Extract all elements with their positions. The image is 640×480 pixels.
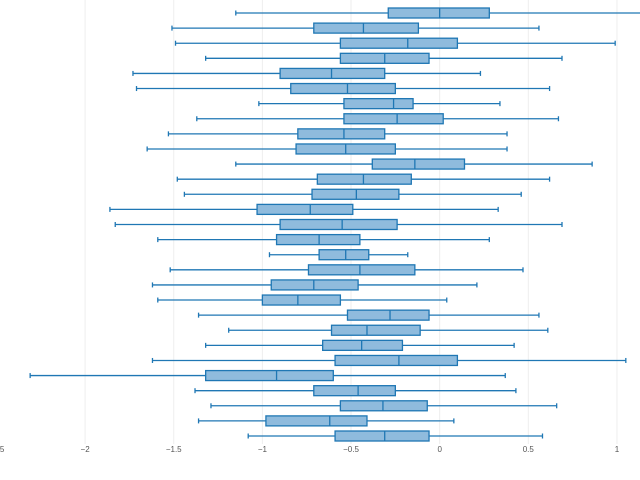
box	[330, 324, 421, 336]
box	[270, 279, 359, 291]
box	[307, 264, 416, 276]
box	[205, 369, 334, 382]
box	[334, 354, 459, 367]
box	[261, 294, 342, 306]
x-tick-label: −1.5	[166, 445, 182, 454]
x-tick-label: −2	[81, 445, 91, 454]
box	[343, 97, 414, 110]
x-tick-label: −2.5	[0, 445, 5, 454]
box	[313, 22, 420, 34]
x-tick-label: −0.5	[343, 445, 359, 454]
box	[275, 233, 361, 246]
box	[265, 415, 368, 427]
x-tick-label: −1	[258, 445, 268, 454]
x-tick-label: 0	[437, 445, 442, 454]
box	[297, 128, 386, 140]
box	[256, 203, 354, 216]
box	[339, 400, 428, 412]
box	[279, 67, 386, 80]
box	[318, 249, 370, 261]
box	[290, 82, 396, 95]
x-tick-label: 1	[615, 445, 620, 454]
box	[346, 309, 430, 321]
box	[313, 385, 396, 397]
box	[316, 173, 412, 185]
box	[279, 218, 398, 231]
box	[334, 430, 430, 442]
box	[322, 339, 404, 352]
box	[311, 188, 400, 200]
box	[343, 113, 444, 125]
x-tick-label: 0.5	[523, 445, 535, 454]
box	[339, 37, 459, 49]
box	[387, 7, 490, 19]
box	[371, 158, 466, 170]
